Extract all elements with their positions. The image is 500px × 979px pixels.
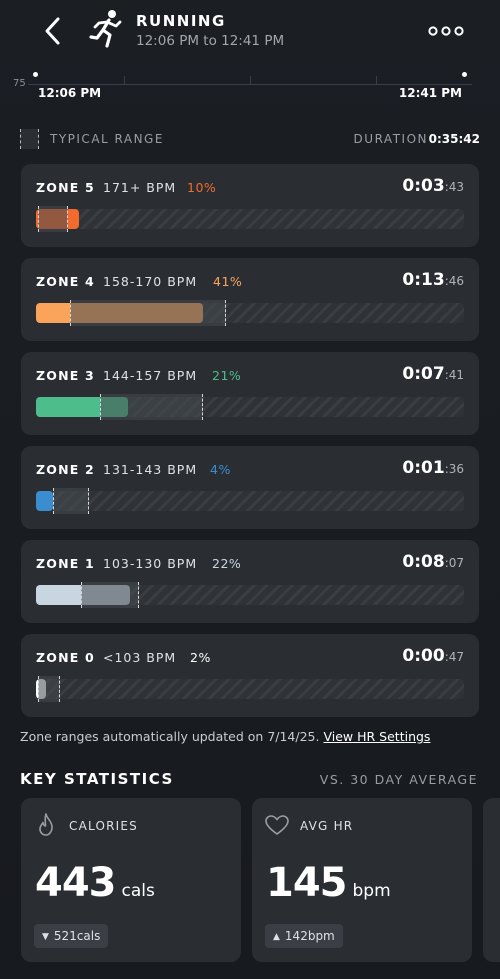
zone-name: ZONE 3 xyxy=(36,368,95,383)
zone-typical-range xyxy=(38,676,60,702)
duration-value: 0:35:42 xyxy=(428,132,480,146)
zone-duration: 0:03:43 xyxy=(402,176,464,196)
zone-duration: 0:13:46 xyxy=(402,270,464,290)
zone-card-4[interactable]: ZONE 4 158-170 BPM 41% 0:13:46 xyxy=(21,258,479,341)
zone-bpm-range: 171+ BPM xyxy=(103,180,177,195)
zone-percent: 41% xyxy=(213,274,243,289)
hr-timeline: 75 12:06 PM 12:41 PM xyxy=(0,68,500,108)
stat-comparison-badge: ▲ 142bpm xyxy=(265,924,343,948)
zone-update-text: Zone ranges automatically updated on 7/1… xyxy=(20,729,320,744)
zone-bar-track xyxy=(36,676,464,702)
page-title: RUNNING xyxy=(136,12,226,30)
zone-duration: 0:00:47 xyxy=(402,646,464,666)
more-options-icon[interactable] xyxy=(426,22,466,40)
timeline-start-label: 12:06 PM xyxy=(38,86,102,100)
zone-name: ZONE 0 xyxy=(36,650,95,665)
stat-label: CALORIES xyxy=(69,819,138,833)
flame-icon xyxy=(39,813,53,836)
zone-card-2[interactable]: ZONE 2 131-143 BPM 4% 0:01:36 xyxy=(21,446,479,529)
zone-percent: 22% xyxy=(212,556,242,571)
avg-hr-card[interactable]: AVG HR 145 bpm ▲ 142bpm xyxy=(252,798,472,962)
trend-down-icon: ▼ xyxy=(42,932,49,942)
zone-card-3[interactable]: ZONE 3 144-157 BPM 21% 0:07:41 xyxy=(21,352,479,435)
zone-card-0[interactable]: ZONE 0 <103 BPM 2% 0:00:47 xyxy=(21,634,479,717)
zone-duration: 0:08:07 xyxy=(402,552,464,572)
zone-bpm-range: 144-157 BPM xyxy=(103,368,198,383)
zone-percent: 4% xyxy=(210,462,231,477)
timeline-end-dot xyxy=(462,72,467,77)
zone-card-1[interactable]: ZONE 1 103-130 BPM 22% 0:08:07 xyxy=(21,540,479,623)
zone-typical-range xyxy=(70,300,227,326)
zone-name: ZONE 4 xyxy=(36,274,95,289)
timeline-tick xyxy=(250,76,251,85)
calories-card[interactable]: CALORIES 443 cals ▼ 521cals xyxy=(21,798,241,962)
summary-row: TYPICAL RANGE DURATION 0:35:42 xyxy=(20,128,480,150)
zone-bar-track xyxy=(36,394,464,420)
zone-typical-range xyxy=(100,394,203,420)
zone-duration: 0:01:36 xyxy=(402,458,464,478)
zone-bar-fill xyxy=(36,491,54,511)
timeline-hr-label: 75 xyxy=(13,78,26,89)
next-stat-card-partial[interactable] xyxy=(483,798,500,962)
stat-value: 443 cals xyxy=(35,860,155,906)
timeline-tick xyxy=(124,76,125,85)
header: RUNNING 12:06 PM to 12:41 PM xyxy=(0,0,500,62)
heart-icon xyxy=(265,815,289,835)
zone-typical-range xyxy=(53,488,90,514)
zone-update-note: Zone ranges automatically updated on 7/1… xyxy=(20,729,430,744)
zone-bpm-range: 131-143 BPM xyxy=(103,462,198,477)
zone-bpm-range: 158-170 BPM xyxy=(103,274,198,289)
zone-bar-track xyxy=(36,582,464,608)
activity-time-range: 12:06 PM to 12:41 PM xyxy=(136,33,285,49)
zone-typical-range xyxy=(38,206,69,232)
zone-bar-track xyxy=(36,488,464,514)
zone-typical-range xyxy=(80,582,139,608)
key-statistics-title: KEY STATISTICS xyxy=(20,770,174,788)
zone-bar-track xyxy=(36,206,464,232)
zone-percent: 2% xyxy=(190,650,211,665)
stat-value: 145 bpm xyxy=(266,860,391,906)
stat-label: AVG HR xyxy=(300,819,354,833)
timeline-tick xyxy=(376,76,377,85)
trend-up-icon: ▲ xyxy=(273,932,280,942)
zone-name: ZONE 2 xyxy=(36,462,95,477)
zone-name: ZONE 1 xyxy=(36,556,95,571)
zone-percent: 10% xyxy=(187,180,217,195)
zone-percent: 21% xyxy=(212,368,242,383)
comparison-label: VS. 30 DAY AVERAGE xyxy=(319,772,478,787)
stat-comparison-badge: ▼ 521cals xyxy=(34,924,109,948)
view-hr-settings-link[interactable]: View HR Settings xyxy=(323,729,431,744)
zone-bar-track xyxy=(36,300,464,326)
zone-duration: 0:07:41 xyxy=(402,364,464,384)
timeline-end-label: 12:41 PM xyxy=(398,86,462,100)
zone-name: ZONE 5 xyxy=(36,180,95,195)
runner-icon xyxy=(89,10,122,48)
back-arrow-icon[interactable] xyxy=(40,14,68,48)
typical-range-label: TYPICAL RANGE xyxy=(50,132,164,146)
zone-bpm-range: <103 BPM xyxy=(103,650,177,665)
duration-label: DURATION xyxy=(353,132,428,146)
zone-bpm-range: 103-130 BPM xyxy=(103,556,198,571)
timeline-start-dot xyxy=(33,72,38,77)
zone-card-5[interactable]: ZONE 5 171+ BPM 10% 0:03:43 xyxy=(21,164,479,247)
typical-range-icon xyxy=(20,129,39,149)
